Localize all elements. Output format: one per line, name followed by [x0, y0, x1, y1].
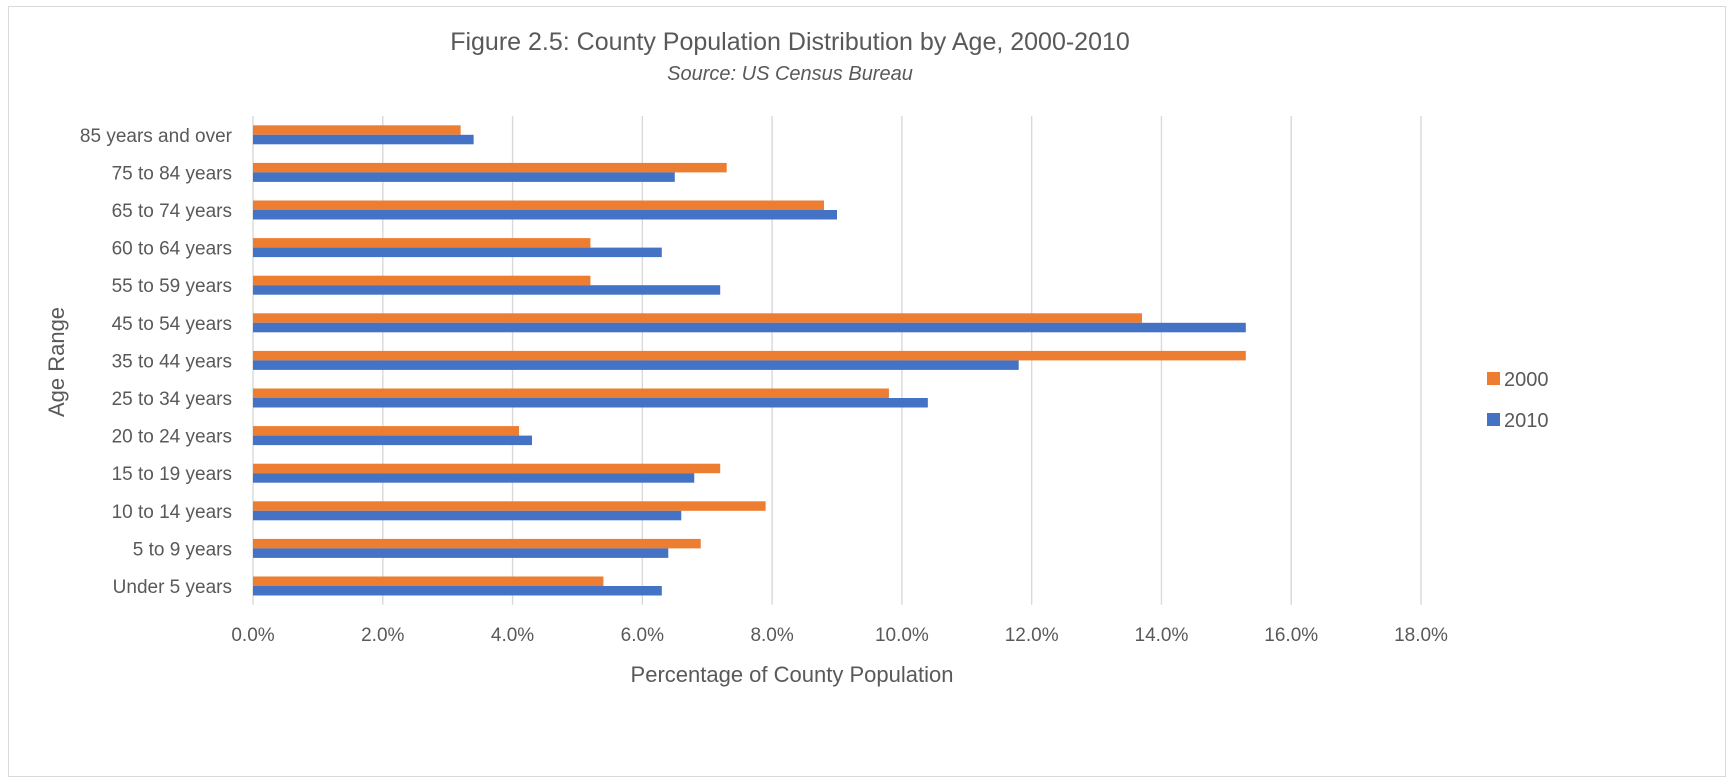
- chart-title: Figure 2.5: County Population Distributi…: [450, 28, 1130, 56]
- legend-label-2000: 2000: [1504, 369, 1549, 391]
- bar-2000: [253, 576, 604, 586]
- bar-2010: [253, 398, 928, 408]
- x-tick-label: 14.0%: [1135, 625, 1189, 646]
- x-axis-tick-labels: 0.0% 2.0% 4.0% 6.0% 8.0% 10.0% 12.0% 14.0% 16.0%…: [231, 625, 1448, 646]
- bar-2010: [253, 134, 474, 145]
- bar-2010: [253, 322, 1246, 333]
- bar-2010: [253, 473, 695, 483]
- x-tick-label: 18.0%: [1394, 625, 1448, 646]
- x-tick-label: 6.0%: [621, 625, 664, 646]
- bar-2000: [253, 125, 461, 135]
- bar-2010: [253, 510, 682, 521]
- y-tick-label: 55 to 59 years: [112, 276, 232, 297]
- bar-2000: [253, 463, 721, 474]
- bar-chart: Figure 2.5: County Population Distributi…: [44, 28, 1549, 687]
- bar-2000: [253, 388, 889, 398]
- x-tick-label: 16.0%: [1264, 625, 1318, 646]
- bar-2010: [253, 285, 721, 295]
- bar-2000: [253, 350, 1246, 361]
- bar-2000: [253, 313, 1142, 323]
- y-tick-label: 25 to 34 years: [112, 389, 232, 410]
- bar-2010: [253, 172, 675, 182]
- y-tick-label: 15 to 19 years: [112, 464, 232, 485]
- y-tick-label: 65 to 74 years: [112, 201, 232, 222]
- y-tick-label: 20 to 24 years: [112, 427, 232, 448]
- bars: [253, 125, 1246, 596]
- y-tick-label: 75 to 84 years: [112, 163, 232, 184]
- legend-swatch-2000: [1487, 372, 1500, 385]
- bar-2000: [253, 275, 591, 286]
- bar-2000: [253, 162, 727, 173]
- bar-2010: [253, 360, 1019, 370]
- legend: 2000 2010: [1487, 369, 1549, 432]
- y-tick-label: Under 5 years: [113, 577, 232, 598]
- bar-2010: [253, 548, 669, 558]
- bar-2000: [253, 238, 591, 248]
- x-tick-label: 2.0%: [361, 625, 404, 646]
- x-tick-label: 10.0%: [875, 625, 929, 646]
- bar-2000: [253, 426, 520, 436]
- y-axis-tick-labels: 85 years and over 75 to 84 years 65 to 74 …: [80, 126, 233, 598]
- x-tick-label: 12.0%: [1005, 625, 1059, 646]
- x-tick-label: 4.0%: [491, 625, 534, 646]
- y-tick-label: 45 to 54 years: [112, 314, 232, 335]
- x-axis-title: Percentage of County Population: [631, 662, 954, 687]
- y-tick-label: 35 to 44 years: [112, 351, 232, 372]
- chart-area: Figure 2.5: County Population Distributi…: [8, 6, 1726, 777]
- y-tick-label: 85 years and over: [80, 126, 233, 147]
- y-axis-title: Age Range: [44, 307, 69, 417]
- y-tick-label: 5 to 9 years: [133, 539, 232, 560]
- chart-subtitle: Source: US Census Bureau: [667, 63, 913, 85]
- bar-2010: [253, 435, 533, 446]
- y-tick-label: 10 to 14 years: [112, 502, 232, 523]
- bar-2000: [253, 200, 825, 210]
- y-tick-label: 60 to 64 years: [112, 239, 232, 260]
- bar-2010: [253, 247, 662, 258]
- bar-2000: [253, 538, 701, 549]
- x-tick-label: 0.0%: [231, 625, 274, 646]
- bar-2000: [253, 501, 766, 511]
- bar-2010: [253, 586, 662, 596]
- legend-label-2010: 2010: [1504, 410, 1549, 432]
- bar-2010: [253, 210, 837, 220]
- legend-swatch-2010: [1487, 413, 1500, 426]
- x-tick-label: 8.0%: [750, 625, 793, 646]
